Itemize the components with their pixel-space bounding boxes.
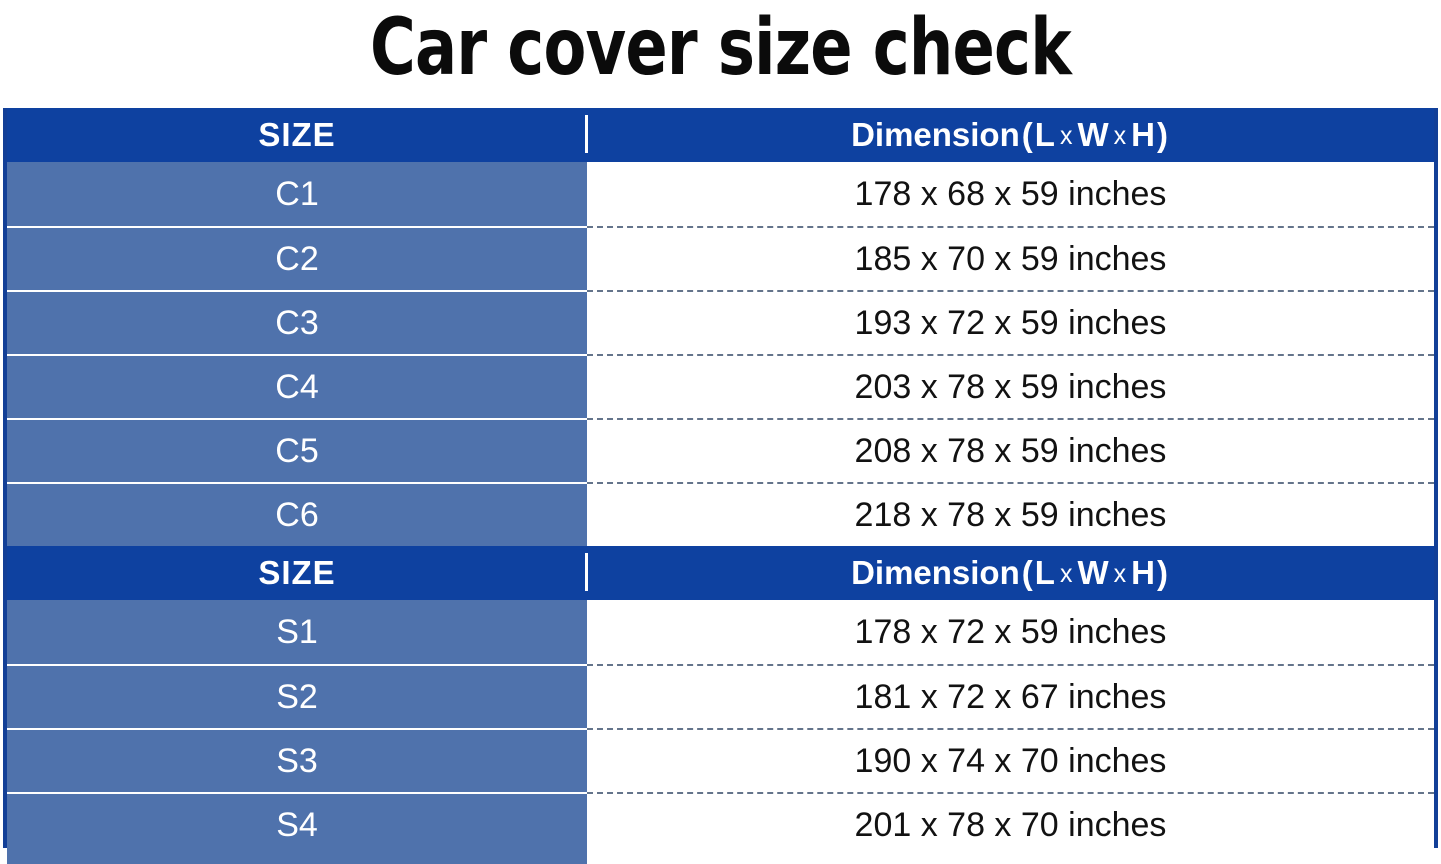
cell-dimension: 208 x 78 x 59 inches: [587, 418, 1434, 482]
column-header-size-label: SIZE: [258, 554, 336, 591]
cell-size: C5: [7, 418, 587, 482]
table-row: S1 178 x 72 x 59 inches: [7, 600, 1434, 664]
cell-size: S1: [7, 600, 587, 664]
cell-dimension: 178 x 72 x 59 inches: [587, 600, 1434, 664]
cell-dimension: 201 x 78 x 70 inches: [587, 792, 1434, 856]
size-table: SIZE Dimension ( L x W x H ) C1 178 x 68…: [3, 108, 1438, 864]
cell-dimension: 190 x 74 x 70 inches: [587, 728, 1434, 792]
table-row: C6 218 x 78 x 59 inches: [7, 482, 1434, 546]
dimension-word: Dimension: [851, 554, 1020, 591]
cell-dimension: 185 x 70 x 59 inches: [587, 226, 1434, 290]
cell-dimension: 203 x 78 x 59 inches: [587, 354, 1434, 418]
table-header-c-series: SIZE Dimension ( L x W x H ): [7, 108, 1434, 162]
column-header-dimension: Dimension ( L x W x H ): [587, 546, 1434, 600]
page-title: Car cover size check: [370, 3, 1072, 93]
table-row: S3 190 x 74 x 70 inches: [7, 728, 1434, 792]
cell-dimension: 218 x 78 x 59 inches: [587, 482, 1434, 546]
dimension-h: H: [1131, 116, 1155, 153]
cell-size: C3: [7, 290, 587, 354]
table-row: C2 185 x 70 x 59 inches: [7, 226, 1434, 290]
header-divider-tick: [585, 115, 588, 153]
cell-dimension: 178 x 68 x 59 inches: [587, 162, 1434, 226]
table-header-s-series: SIZE Dimension ( L x W x H ): [7, 546, 1434, 600]
column-header-dimension: Dimension ( L x W x H ): [587, 108, 1434, 162]
cell-size: C6: [7, 482, 587, 546]
cell-size: C2: [7, 226, 587, 290]
table-row: C5 208 x 78 x 59 inches: [7, 418, 1434, 482]
column-header-size-label: SIZE: [258, 116, 336, 153]
column-header-size: SIZE: [7, 108, 588, 162]
dimension-close-paren: ): [1156, 116, 1168, 153]
dimension-x1: x: [1059, 559, 1073, 588]
table-row: C1 178 x 68 x 59 inches: [7, 162, 1434, 226]
cell-dimension: 181 x 72 x 67 inches: [587, 664, 1434, 728]
cell-size: S2: [7, 664, 587, 728]
cell-size: C1: [7, 162, 587, 226]
table-bottom-fill: [7, 856, 587, 864]
dimension-w: W: [1077, 116, 1109, 153]
header-divider-tick: [585, 553, 588, 591]
dimension-open-paren: (: [1021, 116, 1033, 153]
dimension-l: L: [1034, 554, 1055, 591]
cell-size: S4: [7, 792, 587, 856]
dimension-h: H: [1131, 554, 1155, 591]
table-row: S2 181 x 72 x 67 inches: [7, 664, 1434, 728]
cell-size: S3: [7, 728, 587, 792]
column-header-size: SIZE: [7, 546, 588, 600]
dimension-word: Dimension: [851, 116, 1020, 153]
dimension-close-paren: ): [1156, 554, 1168, 591]
dimension-x2: x: [1113, 121, 1127, 150]
dimension-open-paren: (: [1021, 554, 1033, 591]
dimension-l: L: [1034, 116, 1055, 153]
dimension-x2: x: [1113, 559, 1127, 588]
cell-size: C4: [7, 354, 587, 418]
cell-dimension: 193 x 72 x 59 inches: [587, 290, 1434, 354]
table-row: C3 193 x 72 x 59 inches: [7, 290, 1434, 354]
dimension-x1: x: [1059, 121, 1073, 150]
table-row: S4 201 x 78 x 70 inches: [7, 792, 1434, 856]
dimension-w: W: [1077, 554, 1109, 591]
table-row: C4 203 x 78 x 59 inches: [7, 354, 1434, 418]
